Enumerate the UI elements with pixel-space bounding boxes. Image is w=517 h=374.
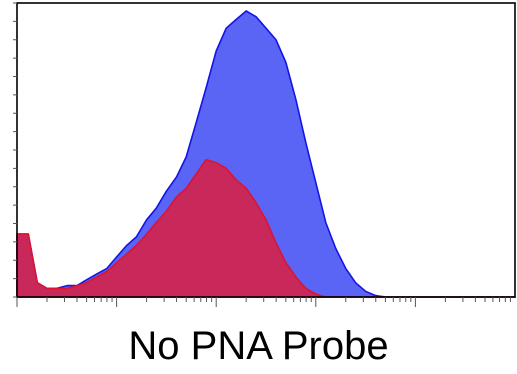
chart-caption: No PNA Probe (128, 324, 389, 368)
plot-area (13, 2, 516, 307)
series-area-2 (16, 158, 516, 298)
histogram-chart (13, 2, 516, 307)
